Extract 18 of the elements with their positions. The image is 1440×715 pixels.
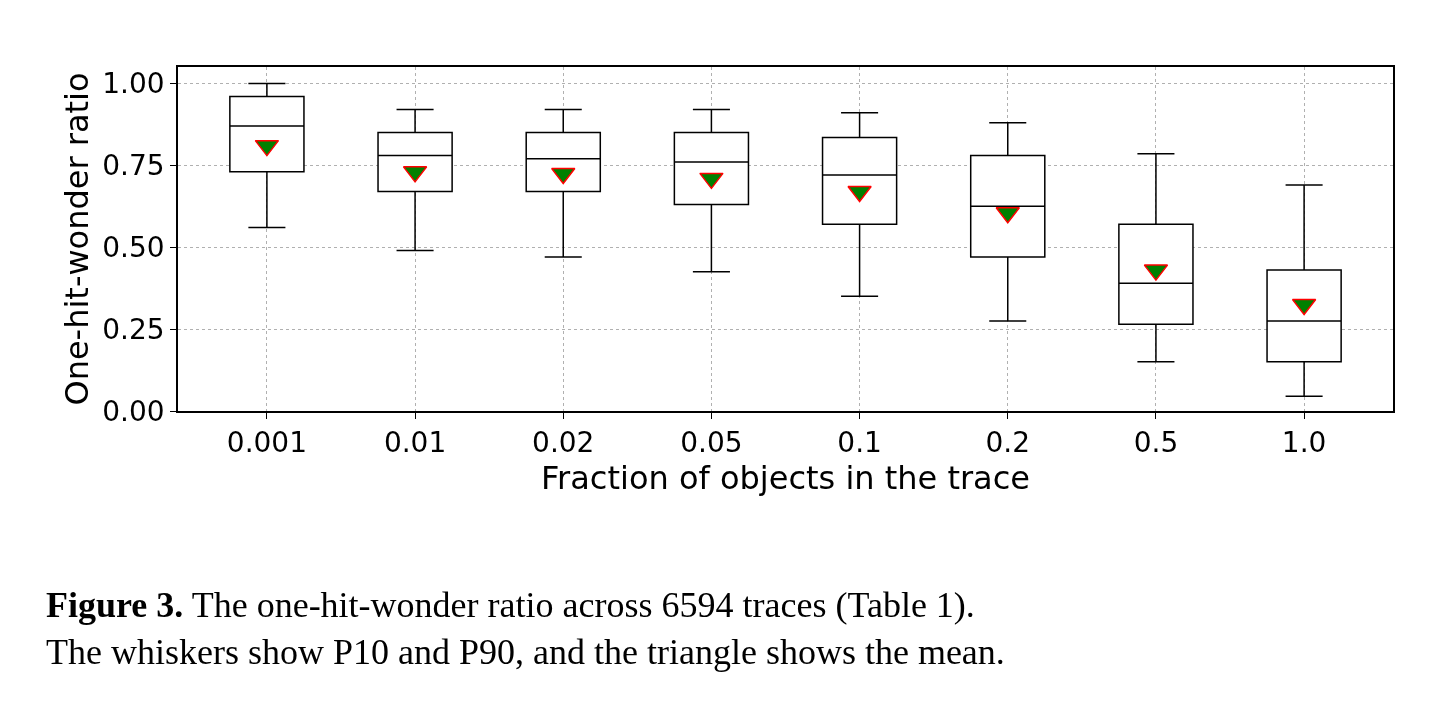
x-tick-label: 0.01: [383, 426, 447, 460]
caption: Figure 3.: [46, 585, 184, 625]
x-tick-label: 0.001: [226, 426, 307, 460]
y-tick-label: 0.50: [102, 230, 165, 264]
y-tick-label: 0.25: [102, 312, 165, 346]
x-tick-label: 0.02: [532, 426, 595, 460]
y-axis-title: One-hit-wonder ratio: [58, 72, 97, 406]
x-tick-label: 0.1: [837, 426, 882, 460]
x-axis-title: Fraction of objects in the trace: [541, 459, 1030, 498]
y-tick-label: 0.00: [102, 394, 165, 428]
x-tick-label: 0.2: [985, 426, 1031, 460]
x-tick-label: 1.0: [1281, 426, 1327, 460]
x-tick-label: 0.5: [1133, 426, 1179, 460]
x-tick-label: 0.05: [680, 426, 743, 460]
text: The one-hit-wonder ratio across 6594 traces (Table 1).: [191, 585, 975, 625]
text: The whiskers show P10 and P90, and the triangle shows the mean.: [46, 631, 1005, 672]
y-tick-label: 1.00: [102, 67, 165, 101]
y-tick-label: 0.75: [102, 149, 165, 183]
